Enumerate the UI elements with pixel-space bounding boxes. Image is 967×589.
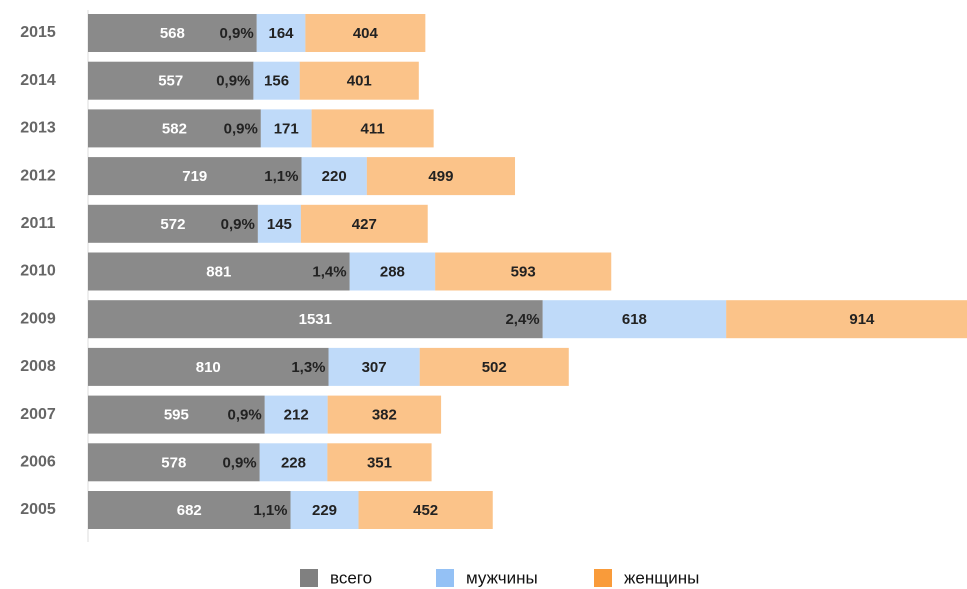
y-tick-label: 2009: [20, 310, 56, 327]
value-label: 164: [269, 25, 295, 42]
bar-segment: [88, 491, 291, 529]
bar-segment: [88, 204, 258, 243]
bar-segment: [327, 443, 432, 482]
bar-segment: [328, 347, 420, 386]
value-label: 452: [413, 502, 438, 519]
share-label: 0,9%: [216, 73, 250, 90]
bar-segment: [260, 109, 312, 148]
bar-segment: [88, 14, 257, 52]
legend-swatch: [300, 569, 318, 587]
value-label: 618: [622, 311, 647, 328]
value-label: 171: [274, 120, 299, 137]
bar-segment: [88, 109, 261, 148]
share-label: 0,9%: [222, 454, 256, 471]
value-label: 228: [281, 454, 306, 471]
value-label: 499: [428, 168, 453, 185]
y-tick-label: 2015: [20, 24, 56, 41]
bar-segment: [256, 14, 306, 52]
y-tick-label: 2008: [20, 358, 56, 375]
value-label: 810: [196, 359, 221, 376]
value-label: 578: [161, 454, 186, 471]
bar-segment: [88, 347, 329, 386]
y-tick-label: 2012: [20, 167, 56, 184]
y-tick-label: 2010: [20, 263, 56, 280]
bar-segment: [88, 300, 543, 339]
y-tick-label: 2011: [21, 215, 56, 232]
value-label: 288: [380, 263, 405, 280]
value-label: 719: [182, 168, 207, 185]
bar-segment: [88, 443, 260, 482]
legend-label: всего: [330, 568, 372, 587]
value-label: 582: [162, 120, 187, 137]
share-label: 1,4%: [312, 263, 346, 280]
legend-swatch: [594, 569, 612, 587]
value-label: 572: [160, 216, 185, 233]
value-label: 145: [267, 216, 292, 233]
value-label: 427: [352, 216, 377, 233]
bar-segment: [435, 252, 612, 291]
value-label: 568: [160, 25, 185, 42]
share-label: 0,9%: [227, 407, 261, 424]
bar-segment: [327, 395, 442, 434]
y-tick-label: 2014: [20, 72, 56, 89]
bar-segment: [88, 157, 302, 196]
value-label: 401: [347, 73, 372, 90]
bar-segment: [542, 300, 727, 339]
bar-segment: [88, 252, 350, 291]
value-label: 593: [511, 263, 536, 280]
legend-label: мужчины: [466, 568, 538, 587]
value-label: 595: [164, 407, 189, 424]
value-label: 881: [206, 263, 231, 280]
value-label: 1531: [299, 311, 332, 328]
value-label: 411: [361, 120, 385, 137]
value-label: 229: [312, 502, 337, 519]
value-label: 682: [177, 502, 202, 519]
y-tick-label: 2005: [20, 501, 56, 518]
share-label: 1,3%: [291, 359, 325, 376]
y-tick-label: 2013: [20, 120, 56, 137]
value-label: 212: [284, 407, 309, 424]
share-label: 1,1%: [253, 502, 287, 519]
value-label: 557: [158, 73, 183, 90]
bar-segment: [88, 395, 265, 434]
value-label: 307: [362, 359, 387, 376]
share-label: 0,9%: [219, 25, 253, 42]
y-tick-label: 2006: [20, 454, 56, 471]
bar-segment: [299, 61, 419, 100]
value-label: 382: [372, 407, 397, 424]
bar-segment: [311, 109, 434, 148]
bar-segment: [349, 252, 436, 291]
bar-segment: [358, 491, 493, 529]
bar-segment: [300, 204, 428, 243]
share-label: 2,4%: [505, 311, 539, 328]
share-label: 1,1%: [264, 168, 298, 185]
bar-segment: [290, 491, 359, 529]
bar-segment: [264, 395, 328, 434]
value-label: 156: [264, 73, 289, 90]
value-label: 914: [849, 311, 875, 328]
bar-segment: [301, 157, 367, 196]
share-label: 0,9%: [224, 120, 258, 137]
bar-segment: [253, 61, 300, 100]
bar-segment: [88, 61, 254, 100]
value-label: 220: [322, 168, 347, 185]
bar-segment: [257, 204, 301, 243]
bar-segment: [419, 347, 569, 386]
legend-label: женщины: [624, 568, 699, 587]
value-label: 351: [367, 454, 392, 471]
bar-segment: [366, 157, 516, 196]
legend-swatch: [436, 569, 454, 587]
bar-segment: [305, 14, 426, 52]
bar-segment: [726, 300, 967, 339]
value-label: 404: [353, 25, 379, 42]
share-label: 0,9%: [221, 216, 255, 233]
value-label: 502: [482, 359, 507, 376]
y-tick-label: 2007: [20, 406, 56, 423]
bar-segment: [259, 443, 328, 482]
